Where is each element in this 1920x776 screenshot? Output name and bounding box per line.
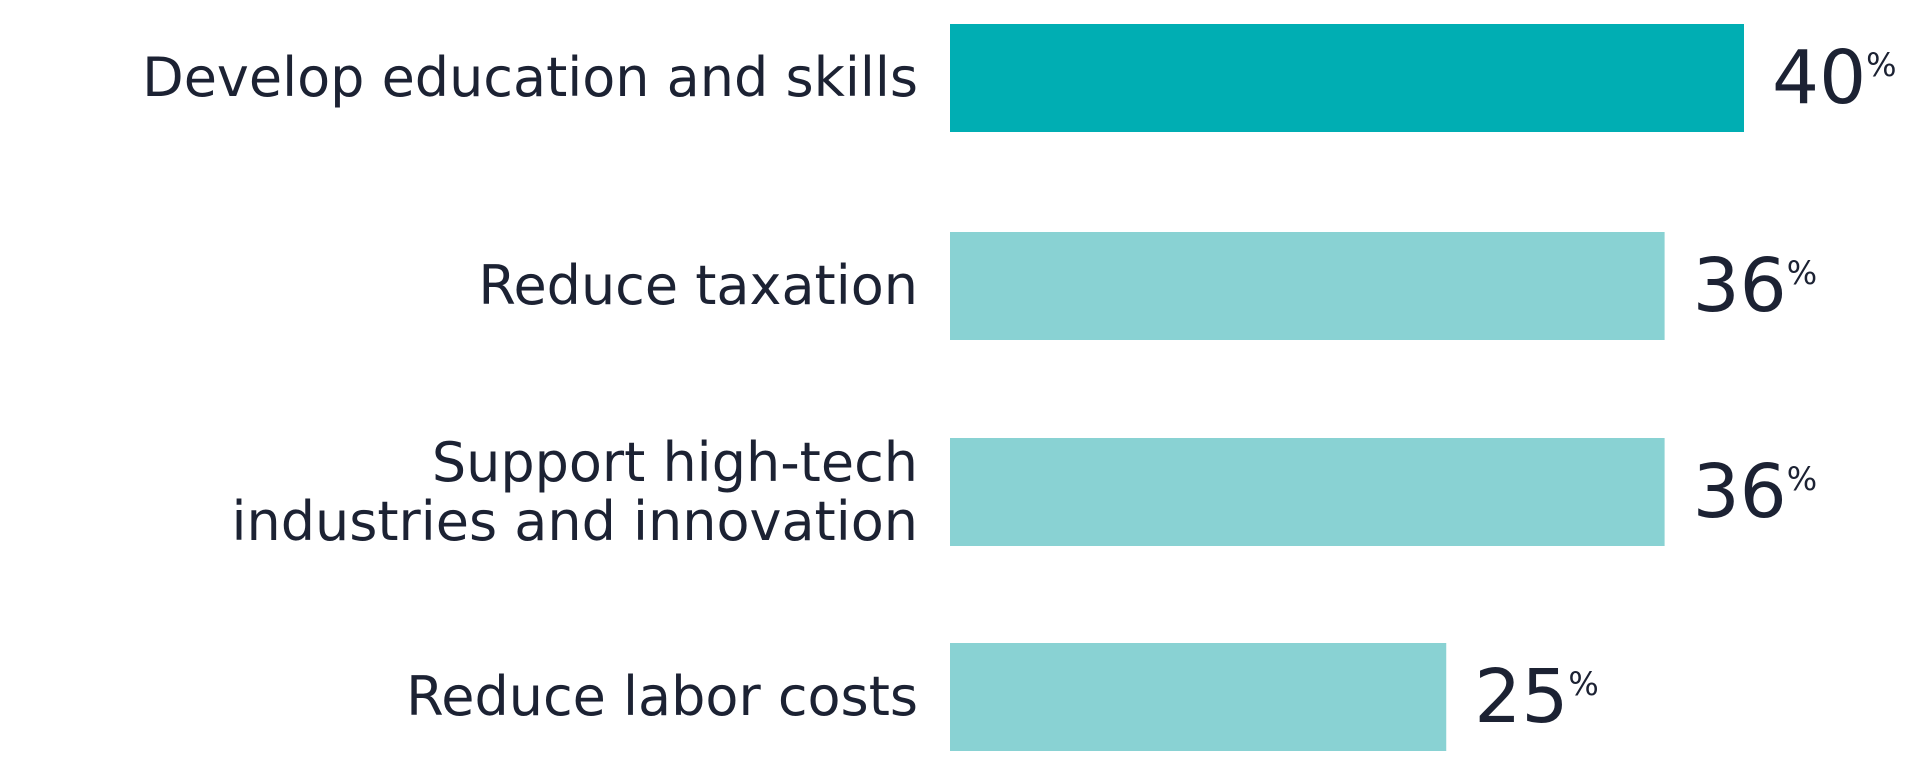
value-label: 40%: [1772, 35, 1897, 121]
bar: [950, 643, 1447, 751]
value-label: 25%: [1474, 654, 1599, 740]
bar: [950, 438, 1665, 546]
category-label: Develop education and skills: [142, 46, 918, 110]
category-label: Reduce labor costs: [406, 665, 918, 729]
value-label: 36%: [1692, 449, 1818, 535]
bar: [950, 24, 1744, 132]
bar: [950, 232, 1665, 340]
value-label: 36%: [1692, 243, 1818, 329]
category-label: Support high-tech industries and innovat…: [231, 430, 919, 553]
category-label: Reduce taxation: [478, 254, 918, 318]
